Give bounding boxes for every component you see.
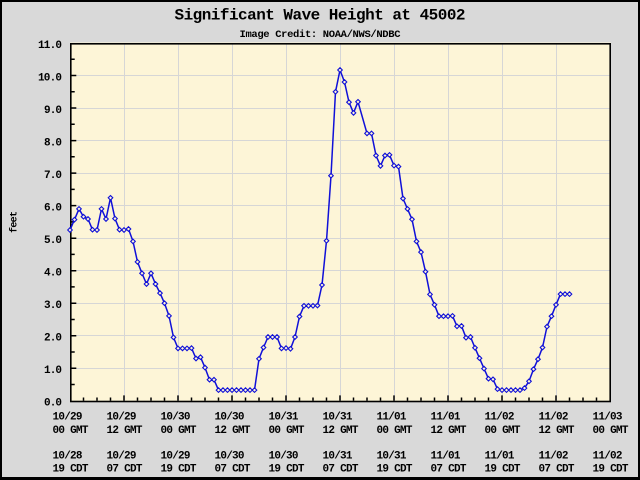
svg-text:00 GMT: 00 GMT (593, 425, 629, 437)
svg-text:10/29: 10/29 (53, 412, 83, 424)
svg-text:10/30: 10/30 (269, 450, 299, 462)
svg-text:4.0: 4.0 (44, 268, 62, 280)
svg-text:12 GMT: 12 GMT (215, 425, 251, 437)
svg-text:10/30: 10/30 (215, 450, 245, 462)
svg-text:07 CDT: 07 CDT (431, 464, 467, 476)
svg-text:11/03: 11/03 (593, 412, 623, 424)
svg-text:10/31: 10/31 (323, 450, 353, 462)
svg-text:9.0: 9.0 (44, 105, 62, 117)
svg-text:19 CDT: 19 CDT (593, 464, 629, 476)
svg-text:3.0: 3.0 (44, 300, 62, 312)
svg-text:12 GMT: 12 GMT (107, 425, 143, 437)
svg-text:10/29: 10/29 (107, 412, 137, 424)
svg-text:8.0: 8.0 (44, 137, 62, 149)
svg-text:1.0: 1.0 (44, 365, 62, 377)
svg-text:10/28: 10/28 (53, 450, 83, 462)
svg-text:10/30: 10/30 (215, 412, 245, 424)
svg-text:19 CDT: 19 CDT (485, 464, 521, 476)
svg-text:07 CDT: 07 CDT (539, 464, 575, 476)
svg-text:12 GMT: 12 GMT (539, 425, 575, 437)
svg-text:07 CDT: 07 CDT (107, 464, 143, 476)
svg-text:00 GMT: 00 GMT (377, 425, 413, 437)
svg-text:00 GMT: 00 GMT (161, 425, 197, 437)
svg-text:19 CDT: 19 CDT (269, 464, 305, 476)
svg-text:00 GMT: 00 GMT (485, 425, 521, 437)
svg-text:11/01: 11/01 (377, 412, 407, 424)
svg-text:11/02: 11/02 (485, 412, 515, 424)
svg-text:12 GMT: 12 GMT (323, 425, 359, 437)
svg-text:11/02: 11/02 (539, 412, 569, 424)
svg-text:5.0: 5.0 (44, 235, 62, 247)
svg-text:11/01: 11/01 (431, 450, 461, 462)
svg-text:19 CDT: 19 CDT (377, 464, 413, 476)
svg-text:19 CDT: 19 CDT (53, 464, 89, 476)
svg-text:11/01: 11/01 (485, 450, 515, 462)
svg-text:19 CDT: 19 CDT (161, 464, 197, 476)
svg-text:11/02: 11/02 (593, 450, 623, 462)
svg-text:Significant Wave Height at 450: Significant Wave Height at 45002 (175, 7, 466, 25)
svg-text:00 GMT: 00 GMT (269, 425, 305, 437)
svg-text:12 GMT: 12 GMT (431, 425, 467, 437)
svg-text:10.0: 10.0 (38, 72, 62, 84)
svg-text:feet: feet (9, 211, 21, 233)
svg-text:7.0: 7.0 (44, 170, 62, 182)
svg-text:11.0: 11.0 (38, 40, 62, 52)
svg-text:11/01: 11/01 (431, 412, 461, 424)
svg-text:10/29: 10/29 (161, 450, 191, 462)
svg-text:10/29: 10/29 (107, 450, 137, 462)
svg-text:6.0: 6.0 (44, 202, 62, 214)
svg-text:00 GMT: 00 GMT (53, 425, 89, 437)
svg-text:11/02: 11/02 (539, 450, 569, 462)
svg-text:10/30: 10/30 (161, 412, 191, 424)
svg-text:07 CDT: 07 CDT (215, 464, 251, 476)
svg-text:10/31: 10/31 (323, 412, 353, 424)
svg-text:0.0: 0.0 (44, 398, 62, 410)
svg-text:07 CDT: 07 CDT (323, 464, 359, 476)
svg-text:2.0: 2.0 (44, 333, 62, 345)
svg-text:10/31: 10/31 (377, 450, 407, 462)
svg-text:10/31: 10/31 (269, 412, 299, 424)
svg-text:Image Credit: NOAA/NWS/NDBC: Image Credit: NOAA/NWS/NDBC (240, 29, 402, 41)
